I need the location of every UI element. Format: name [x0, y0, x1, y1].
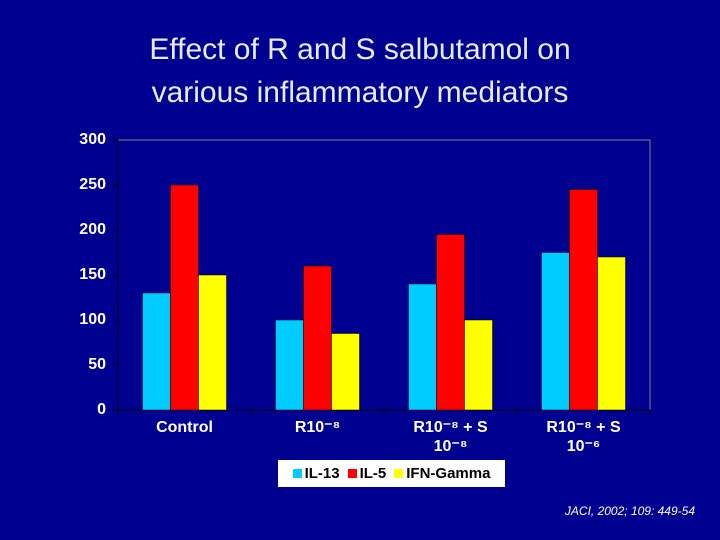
bar	[597, 256, 626, 411]
y-tick-label: 250	[79, 176, 106, 193]
x-tick-label: R10⁻⁸ + S 10⁻⁶	[546, 419, 621, 455]
legend-item: IL-5	[347, 465, 387, 482]
legend-swatch	[292, 469, 302, 478]
bar	[408, 283, 437, 411]
bar	[170, 184, 199, 411]
citation: JACI, 2002; 109: 449-54	[564, 504, 695, 518]
bar	[541, 252, 570, 411]
legend-item: IL-13	[292, 465, 340, 482]
chart-title: Effect of R and S salbutamol on various …	[149, 33, 571, 109]
x-tick-label: Control	[156, 419, 213, 436]
y-tick-label: 300	[79, 131, 106, 148]
bar	[436, 234, 465, 411]
legend-swatch	[394, 469, 404, 478]
legend-label: IL-13	[304, 465, 340, 482]
x-tick-label: R10⁻⁸	[294, 419, 341, 436]
legend-label: IL-5	[359, 465, 387, 482]
x-tick-label: R10⁻⁸ + S 10⁻⁸	[413, 419, 488, 455]
bar	[464, 319, 493, 411]
bar	[142, 292, 171, 411]
y-tick-label: 100	[79, 311, 106, 328]
bar	[303, 265, 332, 411]
bar	[331, 333, 360, 411]
legend-swatch	[347, 469, 357, 478]
y-tick-label: 150	[79, 266, 106, 283]
y-tick-label: 200	[79, 221, 106, 238]
bar	[275, 319, 304, 411]
y-tick-label: 50	[88, 356, 106, 373]
legend: IL-13 IL-5 IFN-Gamma	[278, 460, 505, 487]
y-tick-label: 0	[97, 401, 106, 418]
bar	[569, 189, 598, 411]
bar	[198, 274, 227, 411]
legend-label: IFN-Gamma	[406, 465, 491, 482]
legend-item: IFN-Gamma	[394, 465, 490, 482]
